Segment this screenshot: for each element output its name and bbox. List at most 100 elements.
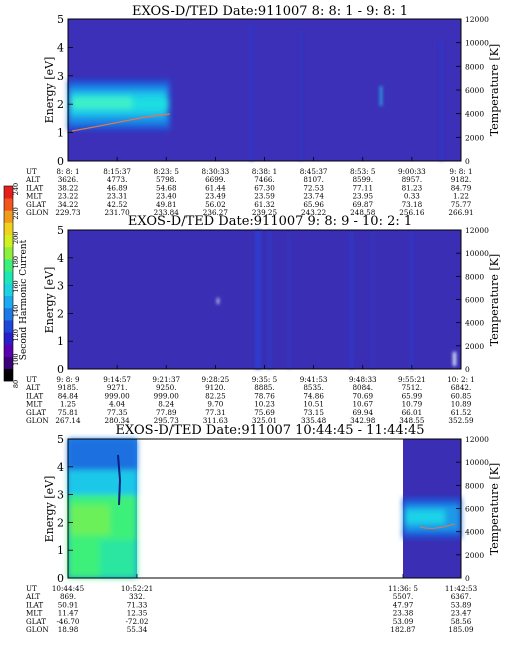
y2-tick-label: 0 bbox=[465, 365, 470, 374]
ephemeris-value: 311.63 bbox=[203, 416, 229, 425]
colorbar-swatch bbox=[4, 210, 13, 223]
panel-2-y2-ticks: 0 2000 4000 6000 8000 10000 12000 bbox=[456, 226, 489, 374]
ephemeris-value: 7512. bbox=[402, 383, 423, 392]
ephemeris-value: 999.00 bbox=[154, 391, 180, 400]
ephemeris-value: 66.01 bbox=[402, 408, 423, 417]
colorbar-swatch bbox=[4, 234, 13, 248]
ephemeris-value: 9:48:33 bbox=[349, 375, 377, 384]
ephemeris-value: 9:14:57 bbox=[103, 375, 131, 384]
y2-tick-label: 0 bbox=[465, 574, 470, 583]
ephemeris-row-label: MLT bbox=[26, 400, 43, 409]
ephemeris-value: 23.31 bbox=[107, 192, 128, 201]
ephemeris-value: 9271. bbox=[107, 383, 128, 392]
ephemeris-value: 9:00:33 bbox=[398, 167, 426, 176]
y2-tick-label: 10000 bbox=[465, 39, 489, 48]
ephemeris-value: 5507. bbox=[393, 592, 414, 601]
ephemeris-value: 12.35 bbox=[127, 609, 148, 618]
colorbar-swatch bbox=[4, 283, 13, 296]
ephemeris-value: 869. bbox=[60, 592, 76, 601]
ephemeris-value: 239.25 bbox=[252, 208, 278, 217]
panel-2-ylabel: Energy [eV] bbox=[43, 267, 56, 334]
panel-3-title: EXOS-D/TED Date:911007 10:44:45 - 11:44:… bbox=[115, 423, 424, 438]
colorbar-swatch bbox=[4, 198, 13, 211]
y-tick-label: 1 bbox=[57, 127, 64, 140]
ephemeris-value: 4773. bbox=[107, 175, 128, 184]
y-tick-label: 0 bbox=[57, 363, 64, 376]
y-tick-label: 3 bbox=[57, 70, 64, 83]
ephemeris-value: 38.22 bbox=[58, 183, 79, 192]
ephemeris-value: 348.55 bbox=[399, 416, 425, 425]
ephemeris-value: 6699. bbox=[205, 175, 226, 184]
y2-tick-label: 8000 bbox=[465, 481, 484, 490]
panel-2-plot-bg bbox=[68, 230, 461, 369]
ephemeris-value: 60.85 bbox=[451, 391, 472, 400]
panel-1: EXOS-D/TED Date:911007 8: 8: 1 - 9: 8: 1 bbox=[25, 4, 501, 217]
y2-tick-label: 4000 bbox=[465, 528, 484, 537]
ephemeris-value: 8535. bbox=[303, 383, 324, 392]
ephemeris-value: 82.25 bbox=[205, 391, 226, 400]
ephemeris-value: 23.74 bbox=[303, 192, 324, 201]
y-tick-label: 2 bbox=[57, 98, 64, 111]
ephemeris-value: 18.98 bbox=[58, 625, 79, 634]
ephemeris-value: 9: 8: 1 bbox=[449, 167, 472, 176]
colorbar-tick-label: 120 bbox=[12, 329, 20, 341]
panel-2: EXOS-D/TED Date:911007 9: 8: 9 - 10: 2: … bbox=[25, 214, 501, 425]
ephemeris-value: 231.70 bbox=[105, 208, 131, 217]
ephemeris-value: 10.79 bbox=[402, 400, 423, 409]
ephemeris-value: 11.47 bbox=[58, 609, 79, 618]
ephemeris-value: 50.91 bbox=[58, 600, 79, 609]
panel-3-y2-ticks: 0 2000 4000 6000 8000 10000 12000 bbox=[456, 435, 489, 583]
y2-tick-label: 0 bbox=[465, 157, 470, 166]
ephemeris-value: 0.33 bbox=[404, 192, 420, 201]
y-tick-label: 1 bbox=[57, 335, 64, 348]
ephemeris-value: 73.18 bbox=[402, 200, 423, 209]
ephemeris-value: 6367. bbox=[451, 592, 472, 601]
ephemeris-value: 78.76 bbox=[254, 391, 275, 400]
ephemeris-value: 56.02 bbox=[205, 200, 226, 209]
colorbar-swatch bbox=[4, 356, 13, 370]
ephemeris-row-label: GLON bbox=[26, 416, 49, 425]
ephemeris-value: 23.38 bbox=[393, 609, 414, 618]
y2-tick-label: 6000 bbox=[465, 505, 484, 514]
colorbar: 80 100 120 140 160 180 200 220 240 bbox=[3, 183, 20, 388]
ephemeris-row-label: GLAT bbox=[26, 617, 46, 626]
ephemeris-row-label: GLAT bbox=[26, 408, 46, 417]
ephemeris-row-label: GLON bbox=[26, 208, 49, 217]
y2-tick-label: 2000 bbox=[465, 133, 484, 142]
ephemeris-row-label: GLAT bbox=[26, 200, 46, 209]
panel-2-y-ticks: 0 1 2 3 4 5 bbox=[57, 224, 73, 376]
ephemeris-value: 9: 8: 9 bbox=[56, 375, 80, 384]
panel-1-heat bbox=[68, 19, 461, 161]
panel-3-right-block bbox=[403, 439, 461, 578]
y-tick-label: 4 bbox=[57, 252, 64, 265]
y2-tick-label: 12000 bbox=[465, 15, 489, 24]
y2-tick-label: 6000 bbox=[465, 86, 484, 95]
ephemeris-value: 256.16 bbox=[399, 208, 425, 217]
ephemeris-value: 11:36: 5 bbox=[388, 584, 418, 593]
ephemeris-value: 1.22 bbox=[453, 192, 469, 201]
ephemeris-value: 295.73 bbox=[154, 416, 180, 425]
ephemeris-value: 10: 2: 1 bbox=[447, 375, 475, 384]
panel-3: EXOS-D/TED Date:911007 10:44:45 - 11:44:… bbox=[25, 423, 501, 634]
panel-3-y-ticks: 0 1 2 3 4 5 bbox=[57, 433, 73, 585]
y-tick-label: 1 bbox=[57, 544, 64, 557]
colorbar-tick-label: 100 bbox=[12, 353, 20, 365]
ephemeris-value: -72.02 bbox=[125, 617, 148, 626]
ephemeris-value: 10:44:45 bbox=[52, 584, 85, 593]
ephemeris-value: 9182. bbox=[451, 175, 472, 184]
panel-2-title: EXOS-D/TED Date:911007 9: 8: 9 - 10: 2: … bbox=[128, 214, 412, 229]
panel-2-y2label: Temperature [K] bbox=[488, 254, 501, 346]
ephemeris-value: 8: 8: 1 bbox=[56, 167, 79, 176]
panel-2-streaks bbox=[217, 230, 456, 369]
ephemeris-value: 77.11 bbox=[352, 183, 373, 192]
ephemeris-row-label: ILAT bbox=[26, 600, 43, 609]
ephemeris-value: 9:35: 5 bbox=[252, 375, 278, 384]
ephemeris-value: 61.52 bbox=[451, 408, 472, 417]
ephemeris-value: 77.35 bbox=[107, 408, 128, 417]
ephemeris-row-label: ALT bbox=[25, 592, 40, 601]
y2-tick-label: 4000 bbox=[465, 319, 484, 328]
ephemeris-value: 9:21:37 bbox=[152, 375, 180, 384]
ephemeris-value: 72.53 bbox=[303, 183, 324, 192]
